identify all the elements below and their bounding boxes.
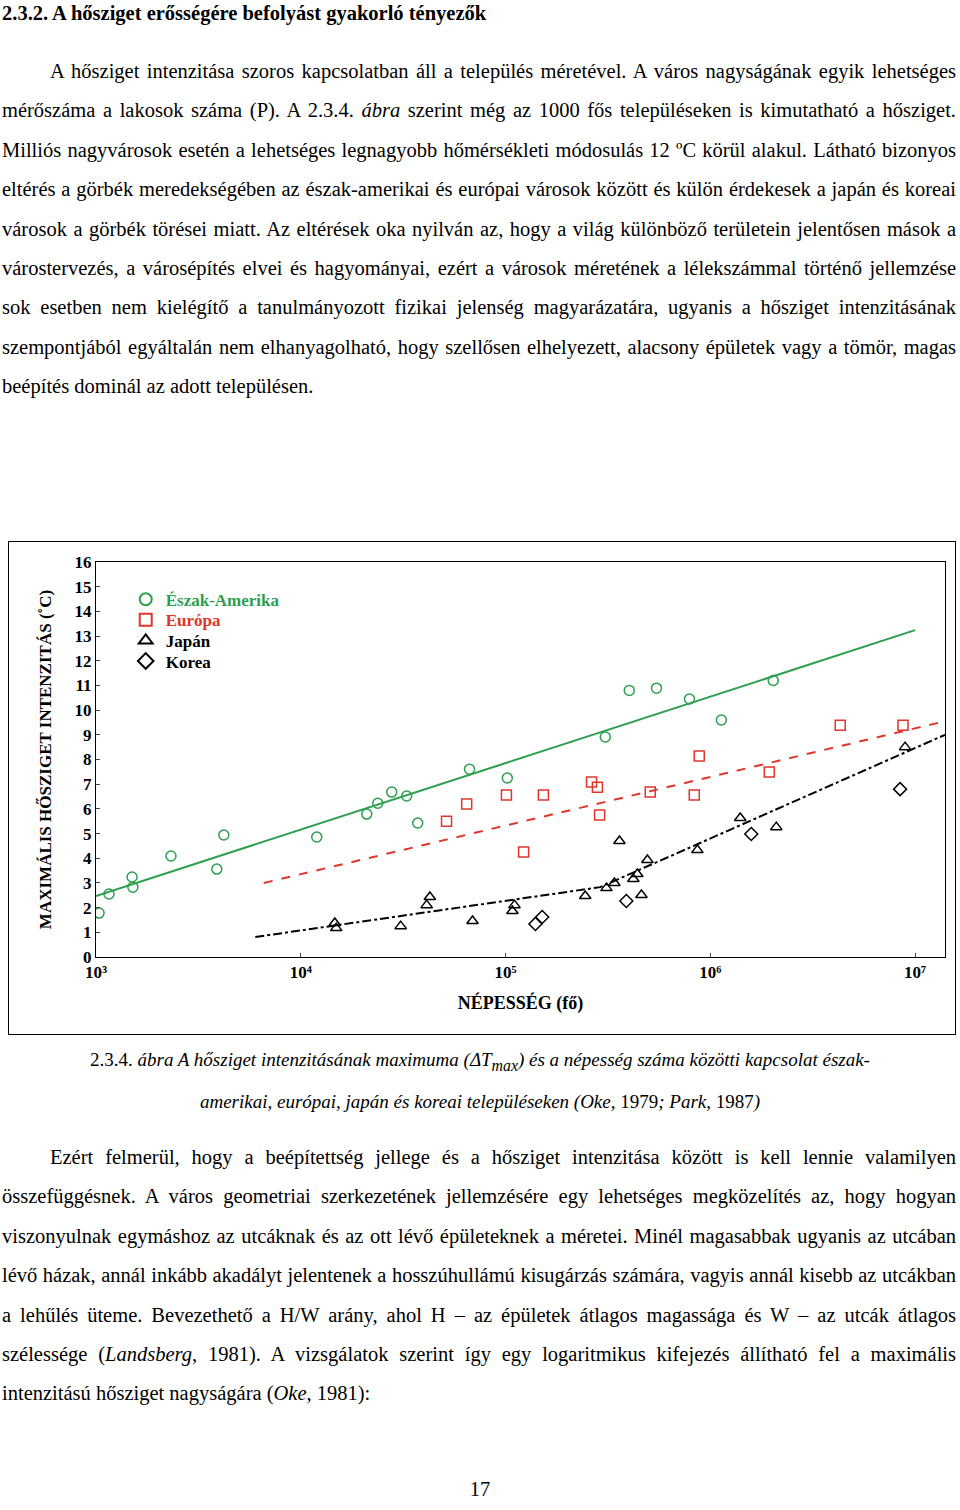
svg-text:Észak-Amerika: Észak-Amerika	[166, 591, 280, 610]
svg-text:Európa: Európa	[166, 611, 221, 630]
svg-text:6: 6	[83, 800, 92, 819]
svg-text:NÉPESSÉG (fő): NÉPESSÉG (fő)	[458, 992, 584, 1014]
svg-text:3: 3	[83, 874, 92, 893]
html-text:Ezért felmerül, hogy a beépíte: Ezért felmerül, hogy a beépítettség jell…	[2, 1146, 956, 1405]
svg-text:5: 5	[83, 825, 92, 844]
svg-text:MAXIMÁLIS HŐSZIGET INTENZITÁS: MAXIMÁLIS HŐSZIGET INTENZITÁS (˚C)	[36, 590, 55, 929]
html-text:2.3.4. ábra A hősziget intenzi: 2.3.4. ábra A hősziget intenzitásának ma…	[90, 1049, 870, 1112]
html-text:2.3.2. A hősziget erősségére b: 2.3.2. A hősziget erősségére befolyást g…	[2, 2, 487, 24]
svg-text:7: 7	[83, 775, 92, 794]
svg-text:10⁷: 10⁷	[904, 963, 926, 982]
svg-text:10⁶: 10⁶	[699, 963, 721, 982]
svg-text:1: 1	[83, 923, 92, 942]
html-text:17: 17	[469, 1478, 491, 1500]
svg-text:13: 13	[75, 627, 92, 646]
svg-text:10⁴: 10⁴	[290, 963, 312, 982]
svg-text:11: 11	[76, 676, 92, 695]
svg-text:16: 16	[75, 553, 92, 572]
svg-text:15: 15	[75, 578, 92, 597]
svg-text:4: 4	[83, 849, 92, 868]
svg-text:9: 9	[83, 726, 92, 745]
svg-text:Japán: Japán	[166, 632, 211, 651]
html-text:A hősziget intenzitása szoros: A hősziget intenzitása szoros kapcsolatb…	[2, 60, 956, 398]
svg-text:14: 14	[75, 602, 93, 621]
svg-text:10³: 10³	[85, 963, 107, 982]
svg-text:2: 2	[83, 899, 92, 918]
svg-text:10⁵: 10⁵	[494, 963, 516, 982]
svg-text:12: 12	[75, 652, 92, 671]
svg-text:Korea: Korea	[166, 653, 212, 672]
svg-text:8: 8	[83, 750, 92, 769]
svg-text:0: 0	[83, 948, 92, 967]
svg-text:10: 10	[75, 701, 92, 720]
